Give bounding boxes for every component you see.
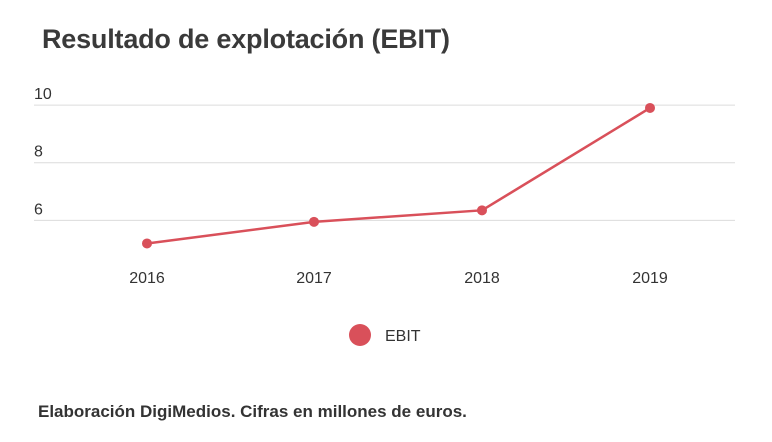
legend-label-ebit: EBIT bbox=[385, 328, 421, 345]
x-tick-label-2018: 2018 bbox=[464, 270, 500, 287]
series-layer bbox=[142, 102, 655, 249]
line-chart: 6 8 10 2016 2017 2018 2019 EBIT bbox=[34, 86, 735, 346]
y-tick-label-8: 8 bbox=[34, 144, 43, 161]
data-point-2019[interactable] bbox=[645, 102, 655, 113]
data-point-2018[interactable] bbox=[477, 205, 487, 216]
chart-title: Resultado de explotación (EBIT) bbox=[42, 24, 450, 54]
legend: EBIT bbox=[349, 324, 421, 346]
series-line-ebit bbox=[146, 106, 651, 245]
source-note: Elaboración DigiMedios. Cifras en millon… bbox=[38, 402, 467, 421]
grid-lines bbox=[34, 104, 735, 221]
x-tick-label-2019: 2019 bbox=[632, 270, 668, 287]
legend-marker-ebit bbox=[349, 324, 371, 346]
x-tick-label-2017: 2017 bbox=[296, 270, 332, 287]
data-point-2016[interactable] bbox=[142, 238, 152, 249]
x-tick-label-2016: 2016 bbox=[129, 270, 165, 287]
y-tick-label-10: 10 bbox=[34, 86, 52, 103]
x-axis-ticks: 2016 2017 2018 2019 bbox=[129, 270, 668, 287]
y-tick-label-6: 6 bbox=[34, 201, 43, 218]
data-point-2017[interactable] bbox=[309, 216, 319, 227]
y-axis-ticks: 6 8 10 bbox=[34, 86, 52, 218]
